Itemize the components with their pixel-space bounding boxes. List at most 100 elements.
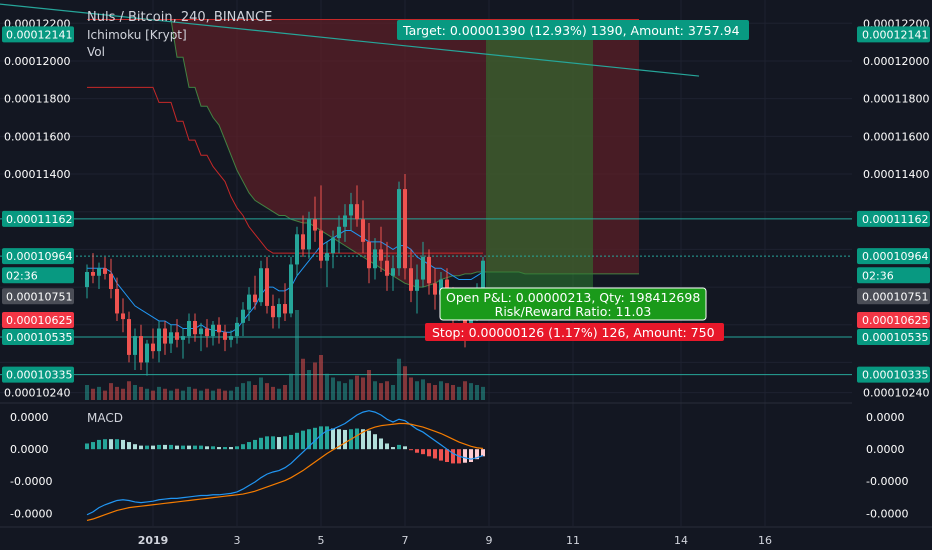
macd-histogram-bar — [409, 449, 413, 451]
macd-pane — [85, 410, 485, 522]
volume-bar — [151, 390, 155, 400]
candle-body — [289, 264, 293, 314]
macd-histogram-bar — [127, 442, 131, 450]
candle-body — [211, 324, 215, 337]
candle-body — [145, 343, 149, 363]
volume-bar — [391, 385, 395, 400]
volume-bar — [169, 390, 173, 400]
candle-body — [163, 328, 167, 344]
volume-bar — [229, 390, 233, 400]
macd-histogram-bar — [169, 444, 173, 450]
volume-bar — [157, 386, 161, 400]
open-pl-box[interactable]: Open P&L: 0.00000213, Qty: 198412698 Ris… — [439, 287, 707, 321]
right-price-tick: 0.00011400 — [863, 168, 929, 181]
volume-bar — [481, 386, 485, 400]
macd-histogram-bar — [391, 447, 395, 450]
candle-body — [397, 189, 401, 269]
left-price-badge — [2, 26, 74, 43]
candle-body — [169, 332, 173, 344]
volume-bar — [97, 386, 101, 400]
candle-body — [121, 313, 125, 320]
candle-body — [421, 256, 425, 280]
macd-histogram-bar — [385, 443, 389, 450]
macd-histogram-bar — [217, 447, 221, 450]
macd-histogram-bar — [151, 445, 155, 450]
macd-histogram-bar — [301, 430, 305, 450]
candle-body — [241, 309, 245, 323]
left-price-badge — [2, 210, 74, 227]
macd-label[interactable]: MACD — [87, 411, 123, 425]
long-position-tool[interactable] — [486, 34, 593, 321]
volume-label[interactable]: Vol — [87, 45, 105, 59]
left-price-badge-label: 0.00012141 — [6, 28, 72, 41]
candle-body — [253, 294, 257, 303]
trade-info-boxes[interactable]: Target: 0.00001390 (12.93%) 1390, Amount… — [397, 20, 749, 341]
stop-box[interactable]: Stop: 0.00000126 (1.17%) 126, Amount: 75… — [425, 323, 724, 341]
left-macd-tick: -0.0000 — [10, 507, 52, 520]
candle-body — [193, 320, 197, 335]
candle-body — [295, 234, 299, 265]
candle-body — [109, 273, 113, 289]
macd-histogram-bar — [451, 449, 455, 464]
volume-bar — [103, 390, 107, 400]
macd-histogram-bar — [337, 429, 341, 450]
volume-bar — [121, 388, 125, 400]
time-axis[interactable]: 2019 3 5 7 9 11 14 16 — [0, 526, 932, 547]
candle-body — [199, 328, 203, 335]
macd-histogram-bar — [271, 436, 275, 450]
volume-bar — [469, 383, 473, 400]
candle-body — [391, 268, 395, 276]
candle-body — [319, 230, 323, 261]
volume-bar — [181, 390, 185, 400]
volume-bar — [193, 388, 197, 400]
signal-line — [86, 422, 484, 522]
macd-histogram-bar — [289, 434, 293, 450]
macd-histogram-bar — [319, 426, 323, 450]
volume-bar — [247, 381, 251, 400]
candle-body — [403, 189, 407, 269]
macd-histogram-bar — [355, 428, 359, 450]
right-price-badge — [857, 288, 930, 305]
volume-bar — [163, 388, 167, 400]
candle-body — [97, 268, 101, 276]
candle-body — [337, 226, 341, 239]
macd-histogram-bar — [139, 445, 143, 450]
trend-line-segment — [0, 3, 700, 77]
candle-body — [343, 215, 347, 227]
volume-bar — [475, 385, 479, 400]
time-axis-label: 7 — [402, 534, 409, 547]
left-price-badge-label: 0.00010335 — [6, 369, 72, 382]
time-axis-label: 11 — [566, 534, 580, 547]
candle-body — [439, 279, 443, 295]
volume-bar — [457, 386, 461, 400]
volume-bar — [127, 381, 131, 400]
macd-histogram-bar — [85, 443, 89, 450]
candle-body — [481, 260, 485, 291]
right-price-badge — [857, 26, 930, 43]
right-price-badge-label: 0.00010625 — [862, 314, 928, 327]
right-macd-tick: -0.0000 — [866, 507, 908, 520]
candle-body — [235, 322, 239, 337]
volume-bar — [217, 388, 221, 400]
ichimoku-label[interactable]: Ichimoku [Krypt] — [87, 28, 187, 42]
candle-body — [313, 219, 317, 231]
right-price-badge — [857, 312, 930, 329]
target-zone — [486, 34, 593, 297]
candle-body — [427, 256, 431, 284]
right-price-tick: 0.00011800 — [863, 93, 929, 106]
time-axis-label: 9 — [486, 534, 493, 547]
volume-bars — [85, 310, 485, 400]
volume-bar — [277, 388, 281, 400]
macd-line — [86, 410, 484, 516]
macd-histogram-bar — [259, 437, 263, 450]
volume-bar — [211, 390, 215, 400]
candle-body — [85, 272, 89, 288]
macd-histogram-bar — [235, 446, 239, 450]
volume-bar — [349, 379, 353, 400]
candle-body — [151, 343, 155, 352]
candle-body — [361, 219, 365, 242]
trend-line[interactable] — [0, 1, 700, 77]
target-box[interactable]: Target: 0.00001390 (12.93%) 1390, Amount… — [397, 20, 749, 40]
